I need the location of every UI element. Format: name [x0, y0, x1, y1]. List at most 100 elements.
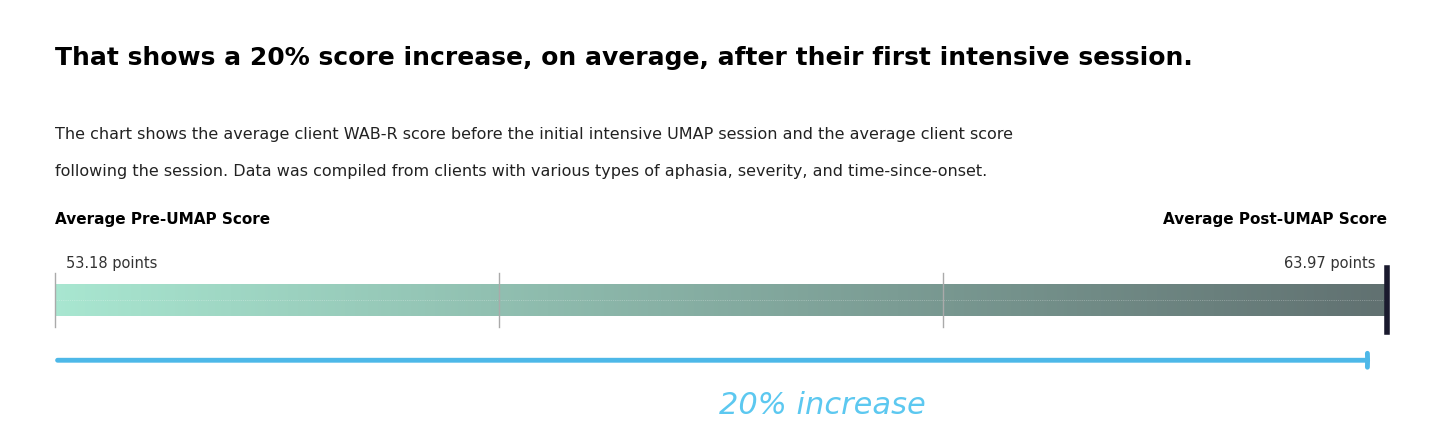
Bar	[871, 284, 875, 316]
Bar	[241, 284, 245, 316]
Bar	[138, 284, 143, 316]
Bar	[1227, 284, 1231, 316]
Bar	[1268, 284, 1272, 316]
Bar	[408, 284, 412, 316]
Bar	[405, 284, 408, 316]
Bar	[515, 284, 519, 316]
Bar	[1014, 284, 1018, 316]
Bar	[1080, 284, 1084, 316]
Bar	[1234, 284, 1239, 316]
Bar	[627, 284, 632, 316]
Bar	[352, 284, 355, 316]
Bar	[362, 284, 365, 316]
Bar	[1250, 284, 1255, 316]
Bar	[1151, 284, 1155, 316]
Bar	[1265, 284, 1268, 316]
Bar	[1133, 284, 1138, 316]
Bar	[492, 284, 495, 316]
Bar	[342, 284, 345, 316]
Bar	[815, 284, 818, 316]
Bar	[225, 284, 229, 316]
Bar	[255, 284, 258, 316]
Bar	[907, 284, 911, 316]
Bar	[1018, 284, 1021, 316]
Bar	[901, 284, 906, 316]
Bar	[1164, 284, 1168, 316]
Bar	[851, 284, 855, 316]
Bar	[441, 284, 446, 316]
Bar	[688, 284, 692, 316]
Bar	[391, 284, 395, 316]
Bar	[228, 284, 232, 316]
Bar	[1047, 284, 1051, 316]
Bar	[858, 284, 862, 316]
Bar	[538, 284, 542, 316]
Bar	[411, 284, 415, 316]
Bar	[825, 284, 828, 316]
Bar	[1314, 284, 1318, 316]
Bar	[149, 284, 151, 316]
Bar	[568, 284, 572, 316]
Bar	[115, 284, 118, 316]
Bar	[1077, 284, 1082, 316]
Bar	[957, 284, 962, 316]
Bar	[1034, 284, 1038, 316]
Bar	[1364, 284, 1368, 316]
Bar	[128, 284, 133, 316]
Bar	[1230, 284, 1234, 316]
Bar	[1361, 284, 1364, 316]
Bar	[459, 284, 461, 316]
Bar	[787, 284, 792, 316]
Bar	[1084, 284, 1089, 316]
Bar	[337, 284, 342, 316]
Bar	[741, 284, 746, 316]
Bar	[251, 284, 255, 316]
Bar	[1021, 284, 1025, 316]
Bar	[518, 284, 522, 316]
Bar	[1214, 284, 1218, 316]
Bar	[1237, 284, 1242, 316]
Bar	[658, 284, 662, 316]
Bar	[828, 284, 832, 316]
Bar	[911, 284, 914, 316]
Bar	[792, 284, 795, 316]
Bar	[58, 284, 62, 316]
Bar	[564, 284, 568, 316]
Bar	[521, 284, 525, 316]
Bar	[1260, 284, 1265, 316]
Bar	[485, 284, 489, 316]
Bar	[195, 284, 199, 316]
Bar	[348, 284, 352, 316]
Bar	[274, 284, 278, 316]
Bar	[624, 284, 629, 316]
Bar	[1044, 284, 1048, 316]
Bar	[1107, 284, 1112, 316]
Bar	[434, 284, 438, 316]
Bar	[771, 284, 774, 316]
Bar	[205, 284, 209, 316]
Bar	[162, 284, 166, 316]
Bar	[831, 284, 835, 316]
Bar	[681, 284, 685, 316]
Bar	[365, 284, 369, 316]
Bar	[571, 284, 575, 316]
Bar	[421, 284, 425, 316]
Bar	[78, 284, 82, 316]
Bar	[841, 284, 845, 316]
Bar	[1090, 284, 1094, 316]
Bar	[1351, 284, 1354, 316]
Bar	[978, 284, 982, 316]
Bar	[1064, 284, 1069, 316]
Bar	[1207, 284, 1211, 316]
Bar	[578, 284, 581, 316]
Bar	[265, 284, 268, 316]
Bar	[141, 284, 146, 316]
Bar	[1384, 284, 1389, 316]
Bar	[998, 284, 1002, 316]
Bar	[1041, 284, 1045, 316]
Bar	[461, 284, 466, 316]
Bar	[1120, 284, 1125, 316]
Bar	[245, 284, 248, 316]
Bar	[671, 284, 675, 316]
Bar	[541, 284, 545, 316]
